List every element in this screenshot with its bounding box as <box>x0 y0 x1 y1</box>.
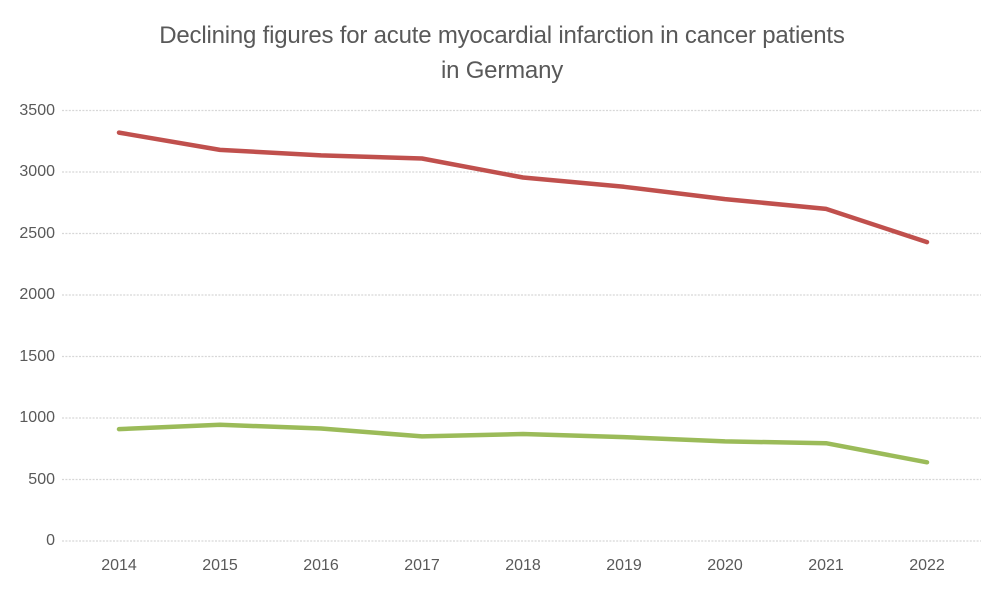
chart-title: Declining figures for acute myocardial i… <box>0 18 1004 88</box>
y-tick-label: 0 <box>46 532 55 549</box>
y-tick-label: 3000 <box>19 163 55 180</box>
chart-title-line2: in Germany <box>440 57 564 84</box>
x-tick-label: 2019 <box>606 557 642 574</box>
x-tick-label: 2021 <box>808 557 844 574</box>
y-tick-label: 1000 <box>19 409 55 426</box>
y-tick-label: 2500 <box>19 224 55 242</box>
series-line-series-2-green <box>116 422 930 465</box>
y-tick-label: 1500 <box>19 347 55 365</box>
y-tick-label: 3500 <box>19 101 55 119</box>
x-tick-label: 2017 <box>404 557 440 574</box>
y-tick-label: 2000 <box>19 286 55 303</box>
x-tick-label: 2016 <box>303 557 339 574</box>
y-tick-label: 500 <box>28 470 55 488</box>
x-tick-label: 2020 <box>707 557 743 574</box>
series-line-series-1-red <box>116 130 930 245</box>
x-tick-label: 2014 <box>101 557 137 574</box>
x-tick-label: 2015 <box>202 557 238 574</box>
x-tick-label: 2018 <box>505 557 541 574</box>
x-tick-label: 2022 <box>909 557 945 574</box>
chart-title-line1: Declining figures for acute myocardial i… <box>159 22 845 49</box>
